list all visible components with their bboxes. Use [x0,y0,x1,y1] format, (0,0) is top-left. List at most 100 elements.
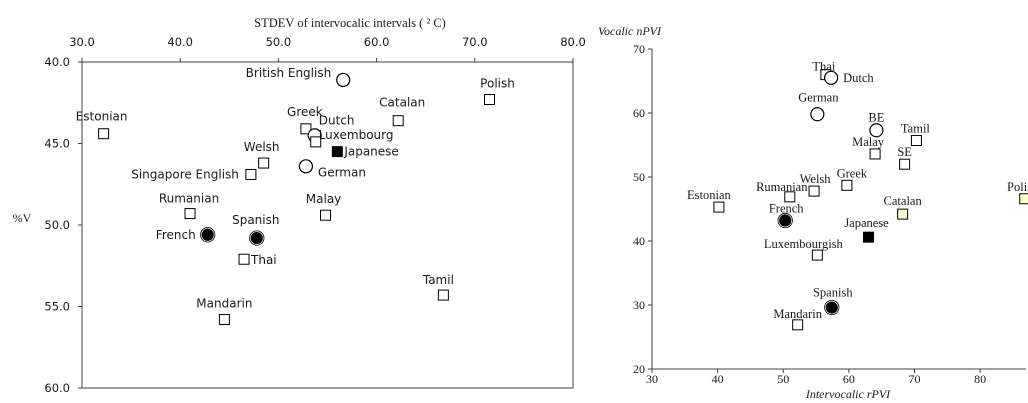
right-point-label-estonian: Estonian [687,188,731,202]
right-x-ticks: 30 40 50 60 70 80 [646,369,986,386]
right-x-tick-label: 50 [777,372,789,386]
right-point-malay [869,148,881,160]
right-point-japanese [863,231,875,243]
left-point-label-japanese: Japanese [343,145,399,159]
left-point-label-luxembourg: Luxembourg [319,128,394,142]
left-point-greek [300,123,312,135]
left-point-rumanian [184,208,196,220]
left-point-label-greek: Greek [287,105,323,119]
left-point-label-spanish: Spanish [232,213,279,227]
right-point-be [869,123,884,138]
left-point-label-mandarin: Mandarin [196,297,252,311]
right-point-estonian [713,201,725,213]
right-x-axis-label: Intervocalic rPVI [805,387,891,401]
left-point-luxembourg [310,136,322,148]
right-point-spanish-ring [824,299,840,316]
right-x-tick-label: 70 [908,372,920,386]
right-y-tick-label: 40 [633,234,645,248]
left-point-polish [484,93,496,105]
right-point-welsh [808,185,820,197]
left-y-ticks: 40.0 45.0 50.0 55.0 60.0 [44,55,82,395]
left-point-catalan [392,115,404,127]
right-scatter-chart: Vocalic nPVI Intervocalic rPVI 30 40 50 60 7… [598,24,1028,401]
left-x-tick-label: 70.0 [462,35,488,49]
left-y-axis-label: %V [13,211,32,225]
right-point-se [899,158,911,170]
left-point-german [298,159,313,174]
right-point-label-thai: Thai [812,60,835,74]
left-point-spanish [250,231,263,245]
right-y-ticks: 20 30 40 50 60 70 [633,42,652,376]
left-x-tick-label: 50.0 [266,35,292,49]
left-x-ticks: 30.0 40.0 50.0 60.0 70.0 80.0 [69,35,586,62]
right-point-mandarin [792,319,804,331]
left-point-label-malay: Malay [306,192,342,206]
right-point-label-french: French [769,202,804,216]
left-x-tick-label: 40.0 [167,35,193,49]
right-y-tick-label: 30 [633,298,645,312]
left-y-tick-label: 50.0 [44,218,70,232]
left-point-label-estonian: Estonian [76,110,128,124]
left-point-label-catalan: Catalan [379,96,425,110]
left-point-japanese [331,146,343,158]
left-point-label-singapore-english: Singapore English [131,167,239,181]
left-point-thai [238,253,250,265]
left-point-tamil [437,289,449,301]
right-point-french-ring [777,212,793,229]
right-point-luxembourgish [811,249,823,261]
left-x-tick-label: 80.0 [560,35,586,49]
left-point-label-french: French [156,228,196,242]
right-point-label-catalan: Catalan [884,194,923,208]
right-point-catalan [897,208,909,220]
left-point-label-german: German [318,165,366,179]
right-y-axis-label: Vocalic nPVI [598,24,662,38]
right-point-tamil [910,135,922,147]
left-point-label-dutch: Dutch [319,113,355,127]
right-point-label-german: German [798,90,839,104]
right-x-tick-label: 30 [646,372,658,386]
left-point-label-british-english: British English [246,66,332,80]
right-x-tick-label: 40 [712,372,724,386]
left-point-french [201,228,214,241]
right-point-greek [841,179,853,191]
right-x-tick-label: 60 [843,372,855,386]
left-point-label-polish: Polish [480,76,515,90]
right-point-label-greek: Greek [837,166,868,180]
right-point-label-polish: Polish [1007,180,1028,194]
left-x-tick-label: 30.0 [69,35,95,49]
right-point-label-welsh: Welsh [800,172,832,186]
right-point-label-mandarin: Mandarin [773,307,822,321]
right-point-label-dutch: Dutch [843,71,874,85]
right-point-label-luxembourgish: Luxembourgish [764,237,844,251]
right-point-label-tamil: Tamil [901,122,931,136]
right-x-tick-label: 80 [974,372,986,386]
left-point-label-tamil: Tamil [422,273,454,287]
left-y-tick-label: 45.0 [44,137,70,151]
left-point-welsh [258,157,270,169]
right-point-spanish [825,301,838,314]
left-point-spanish-ring [249,230,265,246]
right-data-points: Thai Dutch German BE Tamil Malay SE Polish Eston… [687,60,1028,331]
right-y-tick-label: 60 [633,106,645,120]
right-point-label-be: BE [868,110,884,124]
left-x-tick-label: 60.0 [364,35,390,49]
left-point-label-rumanian: Rumanian [159,192,219,206]
right-y-tick-label: 20 [633,362,645,376]
left-y-tick-label: 40.0 [44,55,70,69]
right-point-label-rumanian: Rumanian [756,180,808,194]
left-y-tick-label: 60.0 [44,381,70,395]
right-point-polish [1019,193,1028,205]
left-x-axis-label: STDEV of intervocalic intervals ( ² C) [254,16,446,30]
right-point-label-spanish: Spanish [813,286,853,300]
right-y-tick-label: 70 [633,42,645,56]
left-point-mandarin [218,314,230,326]
left-point-malay [320,209,332,221]
right-point-label-se: SE [897,145,912,159]
left-y-tick-label: 55.0 [44,300,70,314]
right-point-label-malay: Malay [852,135,885,149]
left-plot-frame [81,61,574,389]
left-point-british-english [336,72,351,88]
right-point-rumanian [784,191,796,203]
left-point-label-welsh: Welsh [244,140,280,154]
